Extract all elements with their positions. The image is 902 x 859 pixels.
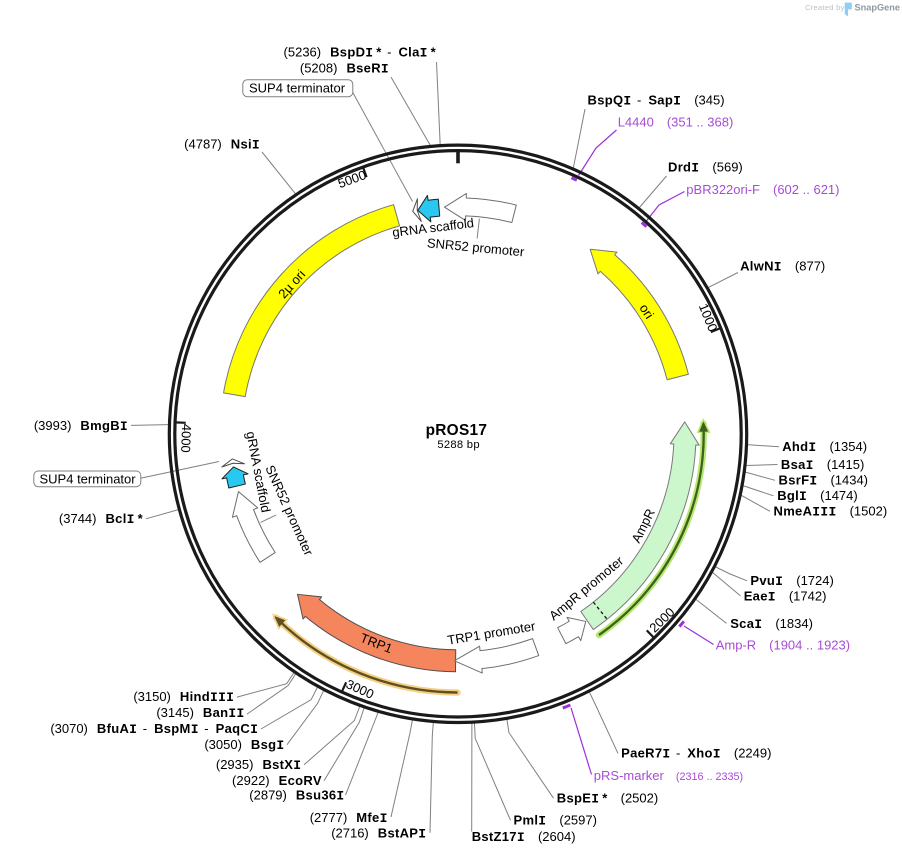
svg-text:5288 bp: 5288 bp [437, 439, 480, 451]
svg-text:(3150)HindIII: (3150)HindIII [133, 689, 234, 705]
svg-text:pROS17: pROS17 [426, 422, 488, 439]
svg-text:L4440(351 .. 368): L4440(351 .. 368) [618, 114, 734, 129]
svg-text:BspQI-SapI(345): BspQI-SapI(345) [588, 92, 725, 108]
svg-text:Created by: Created by [805, 3, 845, 12]
svg-text:Amp-R(1904 .. 1923): Amp-R(1904 .. 1923) [716, 638, 850, 653]
svg-text:NmeAIII(1502): NmeAIII(1502) [774, 504, 888, 520]
svg-text:(3070)BfuAI-BspMI-PaqCI: (3070)BfuAI-BspMI-PaqCI [50, 721, 258, 737]
svg-text:SUP4 terminator: SUP4 terminator [40, 472, 137, 487]
svg-text:4000: 4000 [178, 423, 194, 453]
svg-text:(2879)Bsu36I: (2879)Bsu36I [249, 788, 344, 804]
svg-text:BspEI *(2502): BspEI *(2502) [557, 791, 658, 807]
svg-text:PaeR7I-XhoI(2249): PaeR7I-XhoI(2249) [621, 746, 771, 762]
svg-text:SnapGene: SnapGene [855, 3, 900, 13]
svg-text:(5236)BspDI *-ClaI *: (5236)BspDI *-ClaI * [284, 45, 437, 61]
svg-text:SUP4 terminator: SUP4 terminator [249, 81, 346, 96]
svg-text:BstZ17I(2604): BstZ17I(2604) [472, 829, 576, 845]
svg-text:(2716)BstAPI: (2716)BstAPI [331, 825, 426, 841]
svg-text:(3993)BmgBI: (3993)BmgBI [34, 418, 128, 434]
